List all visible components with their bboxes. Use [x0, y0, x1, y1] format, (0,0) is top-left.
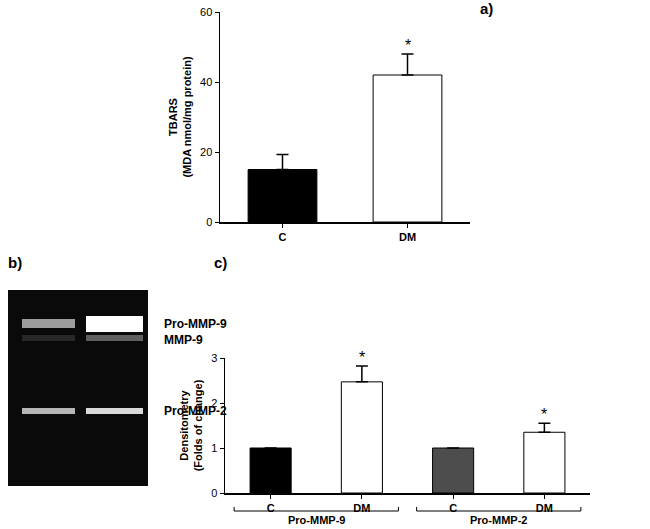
svg-text:TBARS(MDA nmol/mg protein): TBARS(MDA nmol/mg protein) [167, 56, 193, 178]
svg-text:1: 1 [211, 442, 217, 454]
svg-text:Densitometry(Folds of change): Densitometry(Folds of change) [178, 379, 204, 471]
svg-text:*: * [359, 349, 365, 366]
svg-text:40: 40 [200, 76, 212, 88]
svg-text:Pro-MMP-9: Pro-MMP-9 [164, 317, 227, 331]
svg-text:C: C [449, 502, 457, 514]
svg-text:C: C [279, 231, 287, 243]
svg-text:*: * [541, 406, 547, 423]
svg-text:MMP-9: MMP-9 [164, 333, 203, 347]
svg-text:Pro-MMP-9: Pro-MMP-9 [288, 514, 345, 526]
svg-text:*: * [405, 37, 411, 54]
svg-text:60: 60 [200, 6, 212, 18]
svg-text:20: 20 [200, 146, 212, 158]
svg-text:DM: DM [353, 502, 370, 514]
svg-text:DM: DM [536, 502, 553, 514]
svg-text:c): c) [214, 254, 227, 271]
svg-text:a): a) [480, 0, 493, 17]
svg-text:b): b) [8, 254, 22, 271]
svg-text:2: 2 [211, 397, 217, 409]
svg-text:0: 0 [211, 487, 217, 499]
svg-text:Pro-MMP-2: Pro-MMP-2 [470, 514, 527, 526]
svg-text:DM: DM [399, 231, 416, 243]
svg-text:3: 3 [211, 352, 217, 364]
svg-text:0: 0 [206, 216, 212, 228]
svg-text:Pro-MMP-2: Pro-MMP-2 [164, 404, 227, 418]
svg-text:C: C [267, 502, 275, 514]
